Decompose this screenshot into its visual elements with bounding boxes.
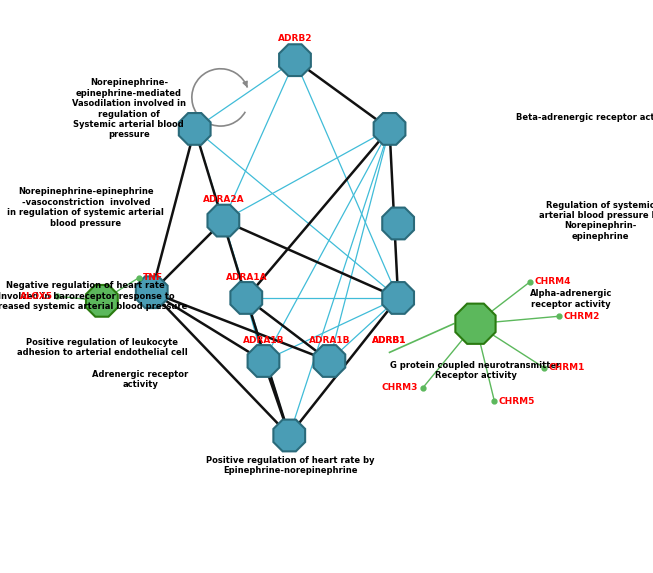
Text: ADRA1B: ADRA1B [243, 336, 284, 345]
Polygon shape [279, 44, 311, 76]
Text: ADRB1: ADRB1 [372, 336, 407, 345]
Text: ADRA2A: ADRA2A [202, 195, 244, 204]
Text: Norepinephrine-epinephrine
-vasoconstriction  involved
in regulation of systemic: Norepinephrine-epinephrine -vasoconstric… [7, 187, 165, 227]
Text: ADRA1B: ADRA1B [309, 336, 350, 345]
Text: CHRM2: CHRM2 [563, 312, 599, 321]
Text: CHRM1: CHRM1 [549, 363, 585, 372]
Text: ADRB2: ADRB2 [278, 34, 312, 44]
Polygon shape [374, 113, 406, 145]
Polygon shape [179, 113, 210, 145]
Text: Negative regulation of heart rate
Involved in baroreceptor response to
Increased: Negative regulation of heart rate Involv… [0, 281, 187, 311]
Text: G protein coupled neurotransmitter
Receptor activity: G protein coupled neurotransmitter Recep… [390, 361, 561, 380]
Polygon shape [208, 205, 239, 237]
Polygon shape [455, 304, 496, 344]
Polygon shape [382, 207, 414, 240]
Text: Positive regulation of heart rate by
Epinephrine-norepinephrine: Positive regulation of heart rate by Epi… [206, 456, 375, 475]
Polygon shape [274, 419, 305, 452]
Text: TNF: TNF [143, 273, 163, 282]
Text: CHRM4: CHRM4 [535, 277, 571, 286]
Text: ALOX5: ALOX5 [20, 292, 53, 301]
Text: Positive regulation of leukocyte
adhesion to arterial endothelial cell: Positive regulation of leukocyte adhesio… [16, 338, 187, 358]
Polygon shape [86, 285, 118, 317]
Text: Norepinephrine-
epinephrine-mediated
Vasodilation involved in
regulation of
Syst: Norepinephrine- epinephrine-mediated Vas… [72, 79, 186, 139]
Text: ADRA1A: ADRA1A [225, 273, 267, 282]
Text: CHRM3: CHRM3 [382, 383, 418, 393]
Text: CHRM5: CHRM5 [499, 397, 535, 406]
Text: ADRB1: ADRB1 [372, 336, 407, 345]
Polygon shape [313, 345, 345, 377]
Text: Beta-adrenergic receptor activity: Beta-adrenergic receptor activity [516, 113, 653, 122]
Text: Alpha-adrenergic
receptor activity: Alpha-adrenergic receptor activity [530, 289, 613, 309]
Polygon shape [231, 282, 262, 314]
Text: Regulation of systemic
arterial blood pressure by
Norepinephrin-
epinephrine: Regulation of systemic arterial blood pr… [539, 201, 653, 241]
Text: Adrenergic receptor
activity: Adrenergic receptor activity [92, 370, 189, 389]
Polygon shape [136, 276, 168, 308]
Polygon shape [382, 282, 414, 314]
Polygon shape [247, 345, 279, 377]
